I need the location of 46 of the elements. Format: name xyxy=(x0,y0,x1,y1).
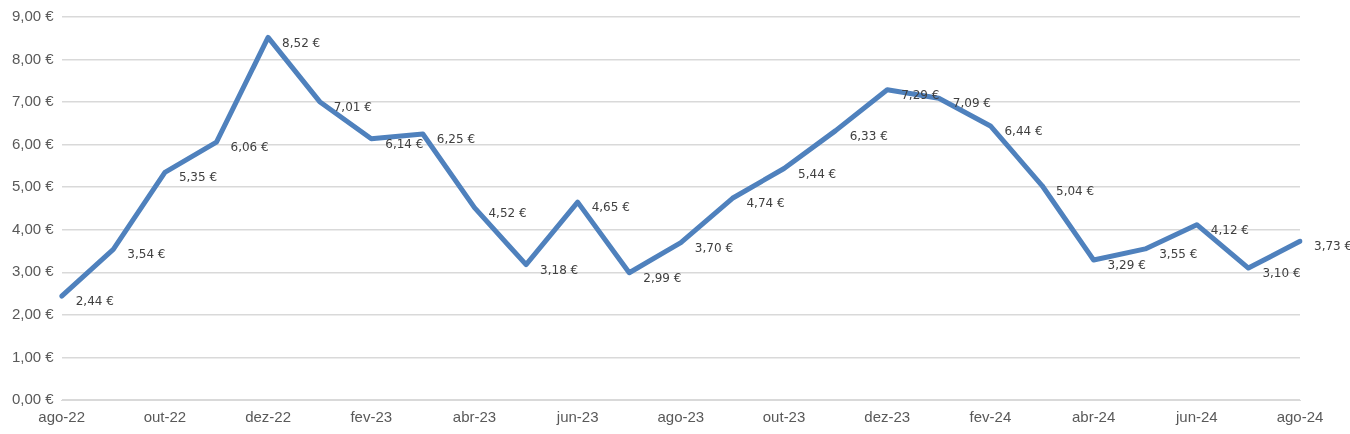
y-tick-label: 5,00 € xyxy=(11,177,55,195)
x-tick-label: dez-23 xyxy=(864,408,911,426)
data-label: 3,54 € xyxy=(127,247,166,262)
data-label: 4,74 € xyxy=(746,196,785,211)
data-label: 6,14 € xyxy=(385,136,424,151)
data-label: 6,06 € xyxy=(230,140,269,155)
x-tick-label: jun-24 xyxy=(1174,408,1218,426)
y-tick-label: 4,00 € xyxy=(11,219,55,237)
data-label: 2,99 € xyxy=(643,270,682,285)
data-label: 6,25 € xyxy=(436,132,476,147)
data-label: 4,12 € xyxy=(1210,222,1249,237)
y-tick-label: 3,00 € xyxy=(11,262,55,280)
data-label: 3,70 € xyxy=(694,240,734,255)
x-tick-label: abr-23 xyxy=(452,408,497,426)
data-label: 5,04 € xyxy=(1056,183,1095,198)
y-tick-label: 2,00 € xyxy=(11,305,55,323)
data-label: 3,55 € xyxy=(1159,247,1198,262)
data-label: 2,44 € xyxy=(75,294,114,309)
y-tick-label: 1,00 € xyxy=(11,347,55,365)
x-tick-label: ago-24 xyxy=(1276,408,1324,426)
x-tick-label: out-23 xyxy=(762,408,806,426)
y-tick-label: 6,00 € xyxy=(11,134,55,152)
data-label: 5,35 € xyxy=(178,170,218,185)
data-label: 4,52 € xyxy=(488,205,527,220)
x-tick-label: dez-22 xyxy=(245,408,292,426)
y-tick-label: 7,00 € xyxy=(11,92,55,110)
x-tick-label: fev-23 xyxy=(350,408,393,426)
data-label: 7,09 € xyxy=(952,96,991,111)
x-tick-label: ago-23 xyxy=(657,408,705,426)
y-tick-label: 8,00 € xyxy=(11,49,55,67)
data-label: 6,33 € xyxy=(849,128,888,143)
x-tick-label: jun-23 xyxy=(555,408,599,426)
data-label: 7,01 € xyxy=(333,99,372,114)
x-tick-label: ago-22 xyxy=(38,408,86,426)
y-tick-label: 9,00 € xyxy=(11,7,55,25)
data-label: 4,65 € xyxy=(591,200,630,215)
data-label: 8,52 € xyxy=(282,35,321,50)
x-tick-label: out-22 xyxy=(143,408,187,426)
data-label: 3,29 € xyxy=(1107,258,1146,273)
y-tick-label: 0,00 € xyxy=(11,390,55,408)
data-label: 6,44 € xyxy=(1004,124,1043,139)
data-label: 5,44 € xyxy=(798,166,837,181)
x-tick-label: abr-24 xyxy=(1071,408,1116,426)
x-tick-label: fev-24 xyxy=(969,408,1012,426)
data-label: 3,18 € xyxy=(540,262,579,277)
data-label: 3,10 € xyxy=(1262,266,1301,281)
